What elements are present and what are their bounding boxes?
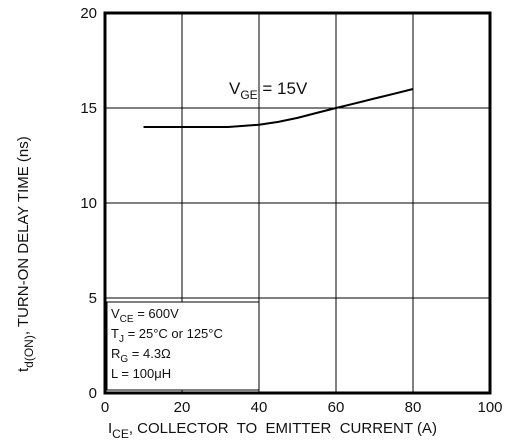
condition-line-1: VCE = 600V: [111, 306, 179, 325]
y-tick-label-15: 15: [80, 100, 97, 117]
y-tick-label-5: 5: [89, 290, 97, 307]
condition-line-3: RG = 4.3Ω: [111, 346, 171, 365]
x-tick-label-40: 40: [251, 399, 268, 416]
x-tick-labels: 0 20 40 60 80 100: [101, 399, 503, 416]
condition-line-4: L = 100μH: [111, 366, 171, 381]
x-tick-label-20: 20: [174, 399, 191, 416]
y-tick-labels: 0 5 10 15 20: [80, 5, 97, 402]
y-tick-label-0: 0: [89, 385, 97, 402]
y-axis-label: td(ON), TURN-ON DELAY TIME (ns): [15, 136, 36, 372]
y-tick-label-20: 20: [80, 5, 97, 22]
x-tick-label-100: 100: [477, 399, 502, 416]
y-tick-label-10: 10: [80, 195, 97, 212]
x-axis-label: ICE, COLLECTOR TO EMITTER CURRENT (A): [108, 420, 437, 441]
grid-lines: [105, 13, 490, 393]
condition-line-2: TJ = 25°C or 125°C: [111, 326, 223, 345]
series-annotation: VGE = 15V: [229, 79, 308, 102]
conditions-box: [106, 301, 260, 391]
series-line-vge-15v: [143, 88, 414, 128]
x-tick-label-80: 80: [405, 399, 422, 416]
x-tick-label-0: 0: [101, 399, 109, 416]
plot-frame: [103, 11, 492, 395]
x-tick-label-60: 60: [328, 399, 345, 416]
